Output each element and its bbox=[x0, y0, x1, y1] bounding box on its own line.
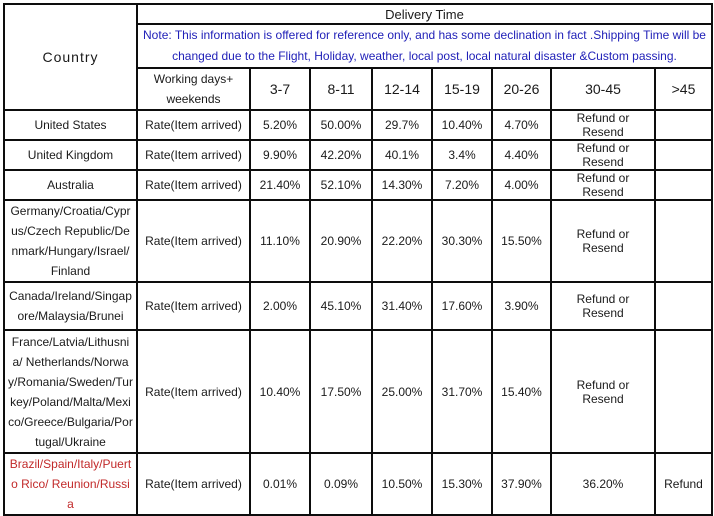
rate-value-cell: 4.70% bbox=[491, 109, 552, 141]
rate-value-cell: 31.70% bbox=[431, 329, 493, 454]
delivery-table-wrapper: Country Delivery Time Note: This informa… bbox=[3, 3, 713, 516]
country-cell: France/Latvia/Lithusnia/ Netherlands/Nor… bbox=[3, 329, 138, 454]
rate-label-cell: Rate(Item arrived) bbox=[136, 169, 251, 201]
table-row-united-states: United States Rate(Item arrived) 5.20% 5… bbox=[3, 109, 713, 141]
note-text: Note: This information is offered for re… bbox=[136, 23, 713, 69]
rate-value-cell: 5.20% bbox=[249, 109, 311, 141]
rate-value-cell: 3.90% bbox=[491, 281, 552, 331]
rate-value-cell: 22.20% bbox=[371, 199, 433, 283]
rate-value-cell: 20.90% bbox=[309, 199, 373, 283]
table-row-france-group: France/Latvia/Lithusnia/ Netherlands/Nor… bbox=[3, 329, 713, 454]
rate-label-cell: Rate(Item arrived) bbox=[136, 281, 251, 331]
column-header-3-7: 3-7 bbox=[249, 67, 311, 111]
rate-value-cell bbox=[654, 109, 713, 141]
title-row: Country Delivery Time bbox=[3, 3, 713, 111]
column-header-working-days: Working days+ weekends bbox=[136, 67, 251, 111]
rate-value-cell bbox=[654, 169, 713, 201]
rate-label-cell: Rate(Item arrived) bbox=[136, 139, 251, 171]
rate-value-cell: 31.40% bbox=[371, 281, 433, 331]
rate-value-cell: 21.40% bbox=[249, 169, 311, 201]
refund-policy-cell: Refund or Resend bbox=[550, 281, 656, 331]
refund-policy-cell: Refund or Resend bbox=[550, 199, 656, 283]
rate-value-cell bbox=[654, 329, 713, 454]
rate-value-cell: 37.90% bbox=[491, 452, 552, 516]
rate-value-cell: 9.90% bbox=[249, 139, 311, 171]
rate-value-cell: 0.09% bbox=[309, 452, 373, 516]
refund-policy-cell: Refund bbox=[654, 452, 713, 516]
country-cell: Canada/Ireland/Singapore/Malaysia/Brunei bbox=[3, 281, 138, 331]
rate-value-cell: 7.20% bbox=[431, 169, 493, 201]
table-title: Delivery Time bbox=[136, 3, 713, 25]
table-row-australia: Australia Rate(Item arrived) 21.40% 52.1… bbox=[3, 169, 713, 201]
column-header-12-14: 12-14 bbox=[371, 67, 433, 111]
refund-policy-cell: Refund or Resend bbox=[550, 169, 656, 201]
rate-value-cell bbox=[654, 281, 713, 331]
rate-value-cell: 36.20% bbox=[550, 452, 656, 516]
rate-value-cell: 11.10% bbox=[249, 199, 311, 283]
rate-value-cell: 3.4% bbox=[431, 139, 493, 171]
rate-value-cell bbox=[654, 139, 713, 171]
rate-label-cell: Rate(Item arrived) bbox=[136, 452, 251, 516]
rate-value-cell: 30.30% bbox=[431, 199, 493, 283]
column-header-15-19: 15-19 bbox=[431, 67, 493, 111]
rate-value-cell: 4.00% bbox=[491, 169, 552, 201]
rate-value-cell: 15.50% bbox=[491, 199, 552, 283]
rate-value-cell bbox=[654, 199, 713, 283]
column-header-30-45: 30-45 bbox=[550, 67, 656, 111]
rate-value-cell: 10.40% bbox=[249, 329, 311, 454]
rate-label-cell: Rate(Item arrived) bbox=[136, 109, 251, 141]
rate-value-cell: 17.50% bbox=[309, 329, 373, 454]
refund-policy-cell: Refund or Resend bbox=[550, 329, 656, 454]
column-header-8-11: 8-11 bbox=[309, 67, 373, 111]
rate-label-cell: Rate(Item arrived) bbox=[136, 329, 251, 454]
rate-value-cell: 0.01% bbox=[249, 452, 311, 516]
rate-value-cell: 29.7% bbox=[371, 109, 433, 141]
rate-value-cell: 10.40% bbox=[431, 109, 493, 141]
column-header-row: Working days+ weekends 3-7 8-11 12-14 15… bbox=[4, 67, 713, 111]
rate-value-cell: 4.40% bbox=[491, 139, 552, 171]
rate-value-cell: 14.30% bbox=[371, 169, 433, 201]
rate-value-cell: 45.10% bbox=[309, 281, 373, 331]
table-row-canada-group: Canada/Ireland/Singapore/Malaysia/Brunei… bbox=[3, 281, 713, 331]
rate-label-cell: Rate(Item arrived) bbox=[136, 199, 251, 283]
note-row: Note: This information is offered for re… bbox=[4, 23, 713, 69]
country-cell: United States bbox=[3, 109, 138, 141]
country-cell-highlighted: Brazil/Spain/Italy/Puerto Rico/ Reunion/… bbox=[3, 452, 138, 516]
rate-value-cell: 2.00% bbox=[249, 281, 311, 331]
rate-value-cell: 42.20% bbox=[309, 139, 373, 171]
column-header-gt45: >45 bbox=[654, 67, 713, 111]
rate-value-cell: 25.00% bbox=[371, 329, 433, 454]
rate-value-cell: 17.60% bbox=[431, 281, 493, 331]
column-header-20-26: 20-26 bbox=[491, 67, 552, 111]
delivery-time-table: Country Delivery Time Note: This informa… bbox=[3, 3, 713, 516]
country-cell: Australia bbox=[3, 169, 138, 201]
table-row-brazil-group: Brazil/Spain/Italy/Puerto Rico/ Reunion/… bbox=[3, 452, 713, 516]
rate-value-cell: 15.40% bbox=[491, 329, 552, 454]
rate-value-cell: 40.1% bbox=[371, 139, 433, 171]
rate-value-cell: 52.10% bbox=[309, 169, 373, 201]
country-column-header: Country bbox=[3, 3, 138, 111]
refund-policy-cell: Refund or Resend bbox=[550, 139, 656, 171]
table-row-germany-group: Germany/Croatia/Cyprus/Czech Republic/De… bbox=[3, 199, 713, 283]
rate-value-cell: 50.00% bbox=[309, 109, 373, 141]
table-row-united-kingdom: United Kingdom Rate(Item arrived) 9.90% … bbox=[3, 139, 713, 171]
rate-value-cell: 10.50% bbox=[371, 452, 433, 516]
rate-value-cell: 15.30% bbox=[431, 452, 493, 516]
country-cell: Germany/Croatia/Cyprus/Czech Republic/De… bbox=[3, 199, 138, 283]
refund-policy-cell: Refund or Resend bbox=[550, 109, 656, 141]
country-cell: United Kingdom bbox=[3, 139, 138, 171]
